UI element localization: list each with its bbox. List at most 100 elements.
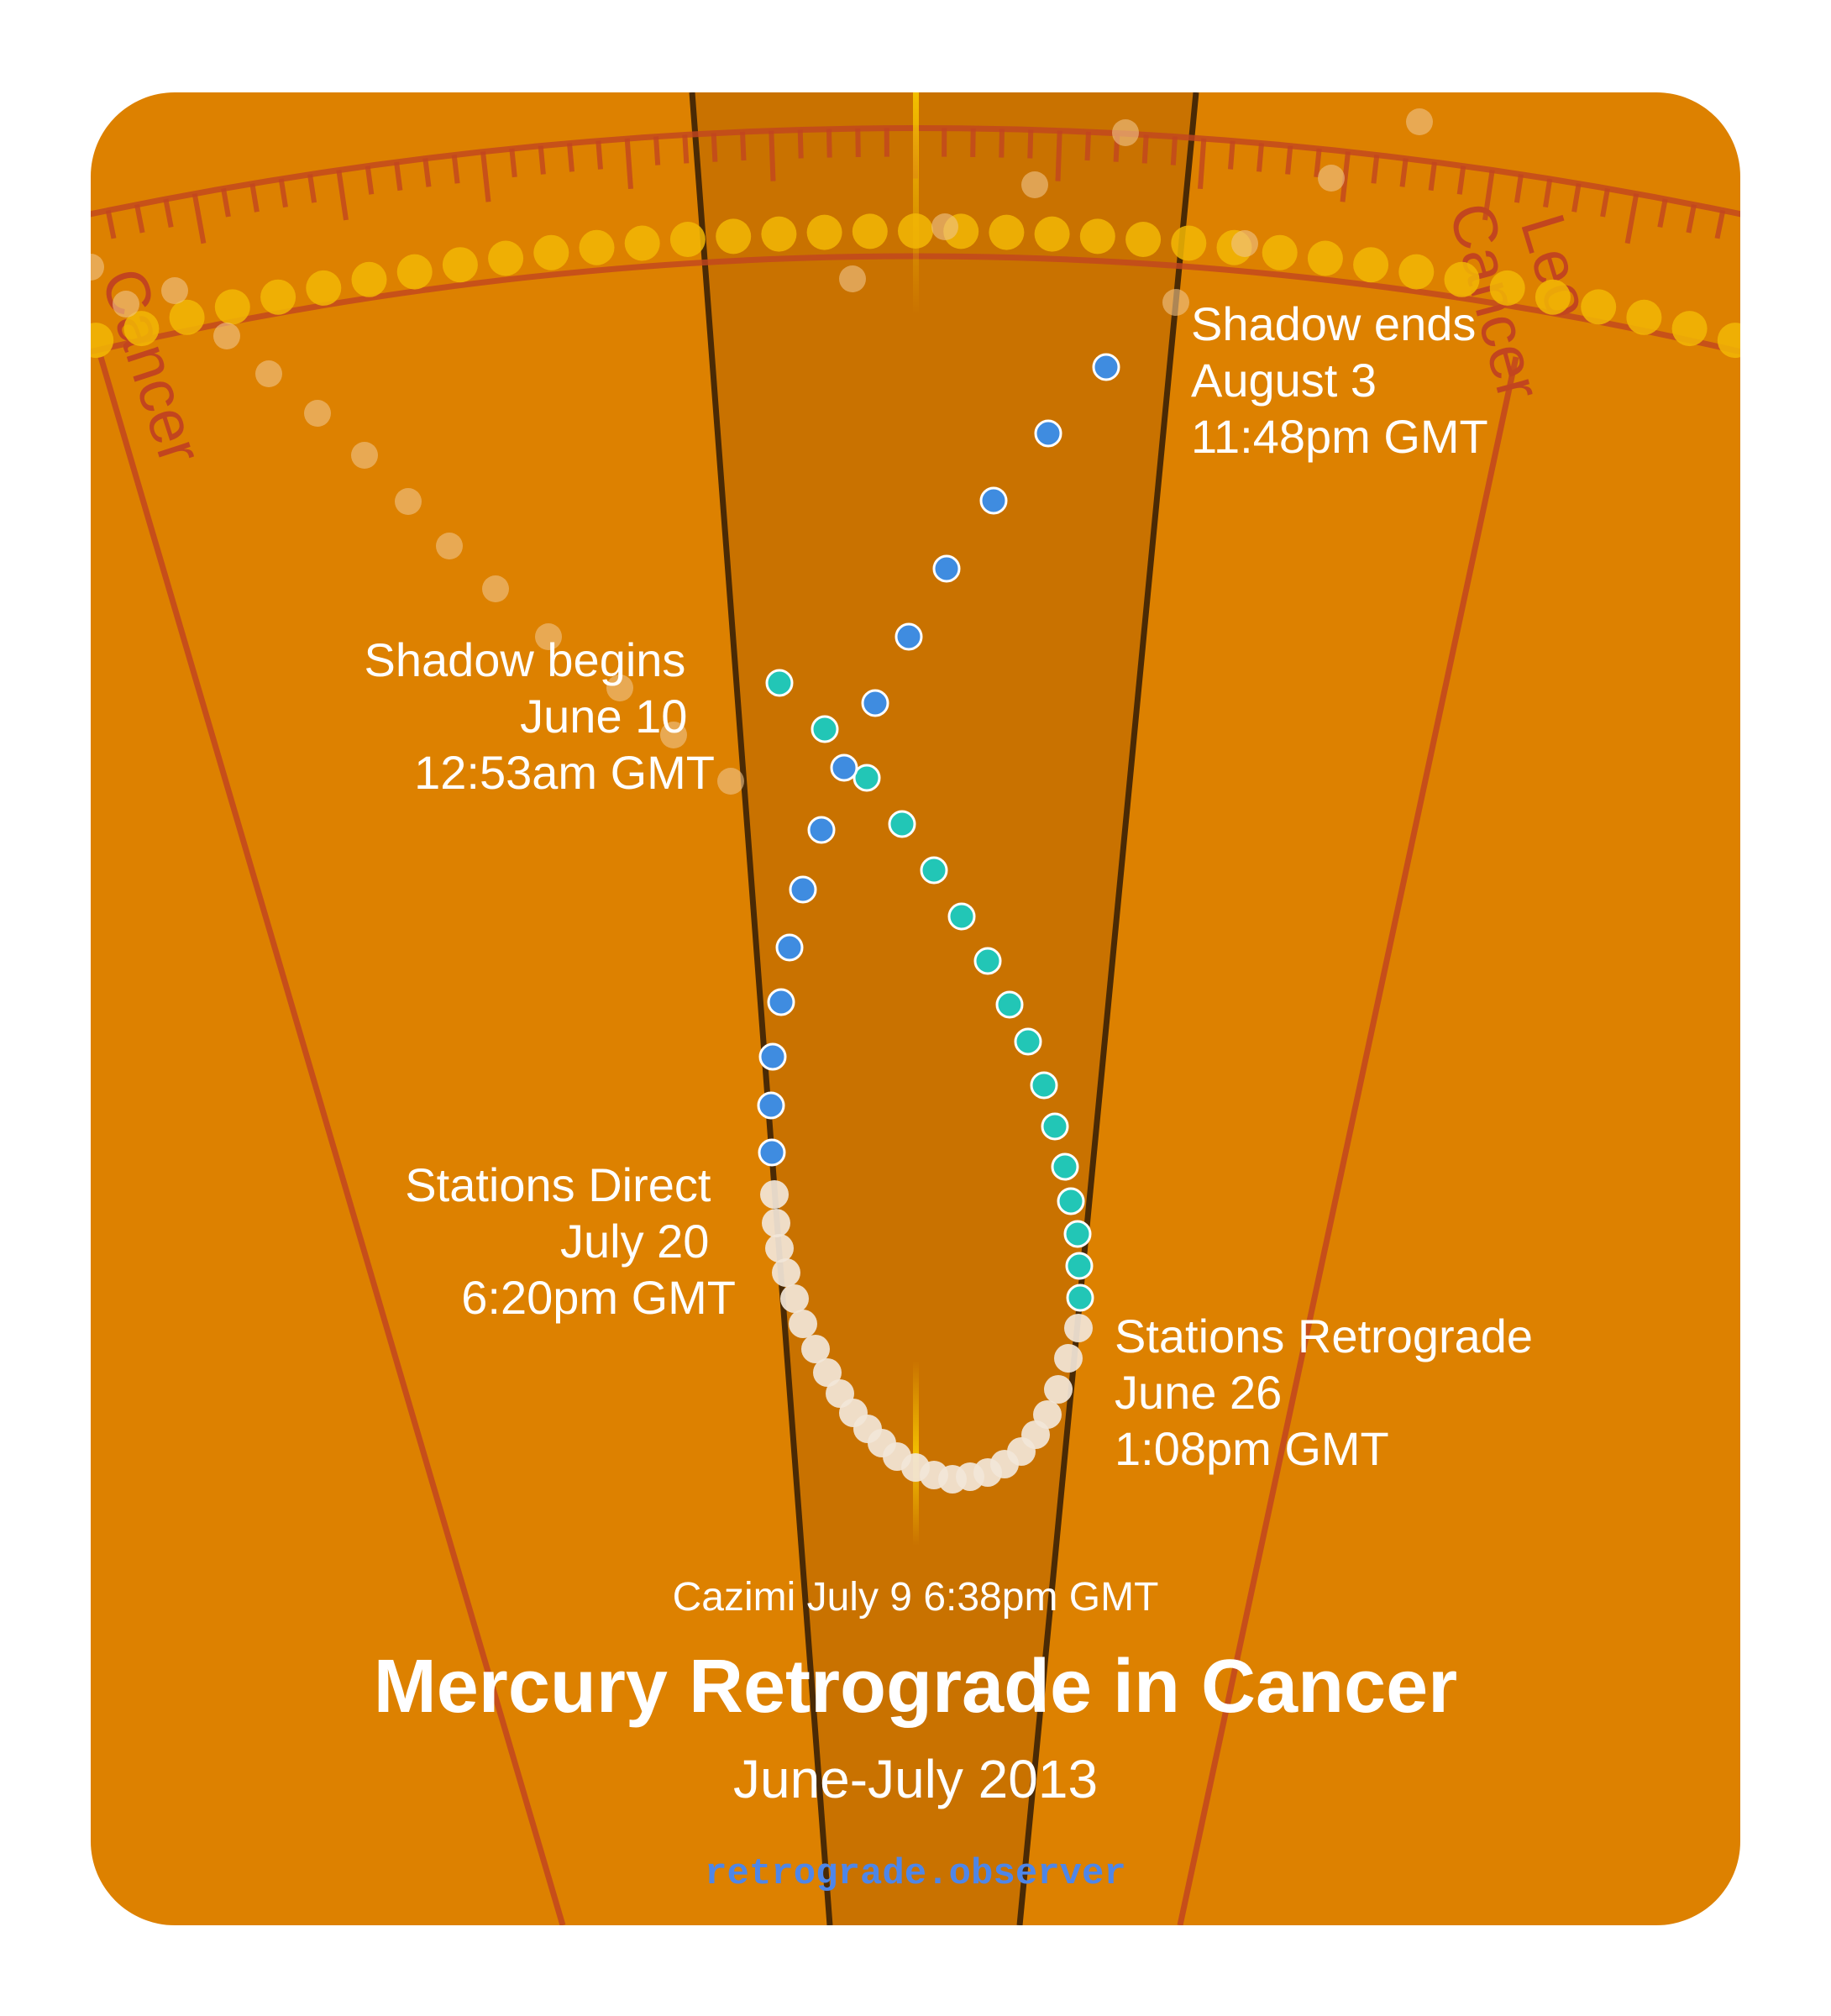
pre-shadow-path (91, 108, 1433, 795)
label-stations-retrograde: Stations Retrograde June 26 1:08pm GMT (1115, 1310, 1546, 1475)
retrograde-dot (780, 1284, 809, 1313)
degree-tick (509, 148, 517, 178)
degree-tick (480, 151, 491, 202)
sun-position-dot (1535, 279, 1571, 315)
entering-shadow-dot (1066, 1284, 1094, 1312)
degree-tick (1514, 174, 1524, 203)
sun-position-dot (898, 213, 933, 249)
degree-tick (365, 165, 375, 195)
degree-tick (1027, 129, 1034, 159)
zodiac-divider-left (97, 356, 566, 1925)
retrograde-dot (1064, 1314, 1093, 1342)
diagram-title: Mercury Retrograde in Cancer (374, 1645, 1457, 1729)
sun-position-dot (533, 234, 569, 270)
degree-tick (1428, 161, 1437, 192)
degree-tick (1141, 134, 1149, 164)
degree-tick (221, 187, 231, 218)
pre-shadow-dot (1406, 108, 1433, 135)
degree-tick (1571, 183, 1582, 213)
entering-shadow-dot (920, 856, 948, 885)
leaving-shadow-dot (767, 988, 795, 1016)
entering-shadow-dot (1014, 1027, 1042, 1056)
sun-position-dot (989, 214, 1025, 250)
sun-position-dot (1717, 323, 1740, 359)
sun-position-dot (852, 213, 888, 249)
degree-tick (307, 174, 317, 203)
sun-position-dot (351, 261, 387, 297)
leaving-shadow-dot (979, 486, 1008, 515)
retrograde-dot (789, 1310, 817, 1338)
pre-shadow-dot (717, 768, 744, 795)
degree-tick (105, 209, 117, 239)
leaving-shadow-dot (1034, 419, 1062, 448)
degree-tick (1456, 165, 1466, 195)
degree-tick (1600, 187, 1610, 218)
degree-tick (336, 170, 349, 221)
sun-position-dot (1763, 335, 1798, 370)
retrograde-dot (813, 1358, 842, 1387)
zodiac-divider-right (1177, 356, 1519, 1925)
pre-shadow-dot (255, 360, 282, 387)
sun-position-dot (761, 216, 797, 252)
pre-shadow-dot (161, 277, 188, 304)
degree-tick (740, 131, 747, 161)
sun-position-dot (1262, 234, 1298, 270)
retrograde-dot (1044, 1375, 1073, 1404)
band-edge-left (689, 92, 833, 1925)
sun-position-dot (1171, 225, 1207, 261)
entering-shadow-dot (1041, 1112, 1069, 1141)
sun-position-dot (123, 311, 160, 347)
entering-shadow-dot (853, 764, 881, 792)
degree-tick (191, 193, 207, 244)
entering-shadow-dot (811, 715, 839, 743)
diagram-subtitle: June-July 2013 (733, 1749, 1098, 1809)
degree-tick (1746, 217, 1752, 244)
sun-position-dot (1398, 254, 1435, 290)
entering-shadow-dot (1051, 1152, 1079, 1181)
sun-position-dot (33, 335, 68, 370)
sun-position-dot (396, 254, 433, 290)
sun-position-dot (1581, 289, 1617, 325)
degree-tick (50, 223, 61, 272)
entering-shadow-dot (765, 669, 794, 697)
retrograde-dot (762, 1209, 790, 1237)
leaving-shadow-dot (932, 554, 961, 583)
sun-position-dot (260, 279, 296, 315)
degree-tick (1482, 170, 1495, 221)
sun-position-dot (669, 222, 706, 257)
entering-shadow-dot (1065, 1252, 1094, 1280)
degree-tick (682, 134, 690, 164)
leaving-shadow-dot (895, 622, 923, 651)
degree-tick (1084, 131, 1091, 161)
leaving-shadow-path (757, 353, 1120, 1167)
label-shadow-begins: Shadow begins June 10 12:53am GMT (364, 633, 715, 799)
entering-shadow-dot (995, 990, 1024, 1019)
degree-tick (1399, 158, 1409, 187)
degree-tick (163, 198, 174, 228)
leaving-shadow-dot (789, 875, 817, 904)
degree-tick (1228, 140, 1236, 170)
website-link[interactable]: retrograde.observer (705, 1853, 1126, 1895)
sun-position-dot (1444, 261, 1480, 297)
sun-position-dot (442, 247, 478, 283)
sun-position-dot (306, 270, 342, 306)
pre-shadow-dot (436, 533, 463, 559)
degree-tick (451, 155, 460, 184)
retrograde-dot (826, 1379, 854, 1408)
sun-position-dot (1307, 240, 1343, 276)
sun-position-dot (1079, 218, 1115, 255)
sun-tick-top (913, 92, 919, 315)
sun-position-dot (214, 289, 250, 325)
degree-tick (595, 140, 603, 170)
sun-position-dot (806, 214, 842, 250)
sun-tick-bottom (913, 1361, 919, 1546)
sun-path (33, 213, 1798, 370)
degree-tick (999, 129, 1005, 158)
degree-tick (422, 158, 432, 187)
degree-tick (1257, 143, 1264, 172)
degree-tick (1543, 178, 1553, 208)
sun-position-dot (91, 323, 114, 359)
degree-tick (1624, 193, 1640, 244)
sun-position-dot (624, 225, 660, 261)
